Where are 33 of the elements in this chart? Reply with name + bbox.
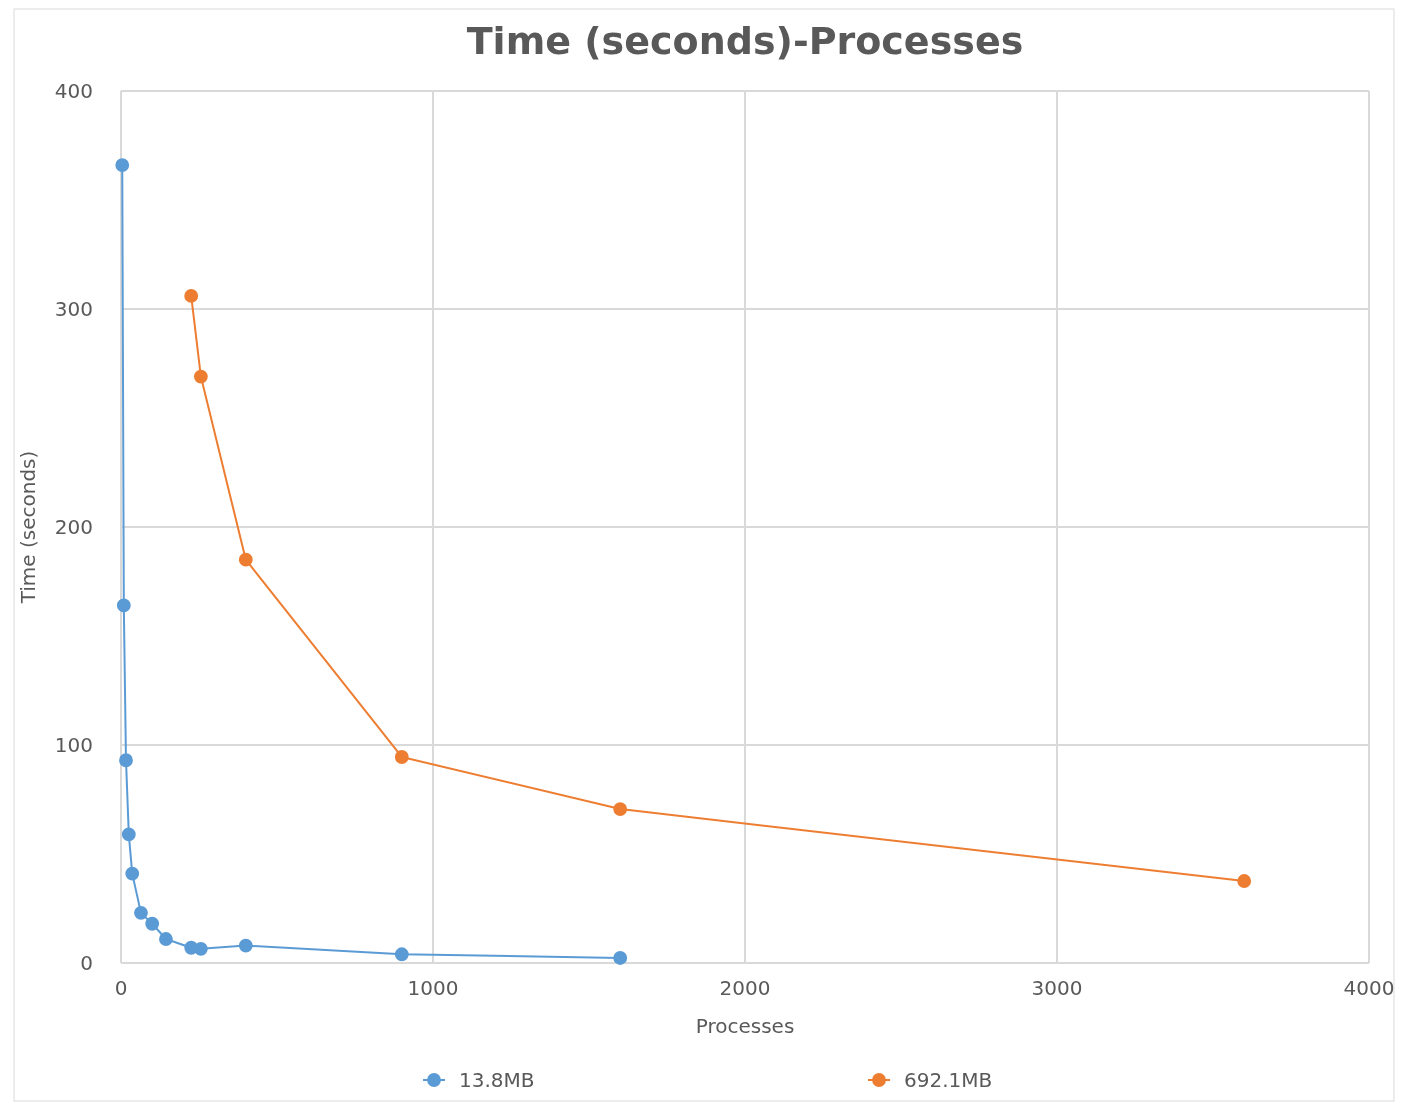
y-tick-label: 100 [54,733,93,757]
point [119,753,133,768]
x-tick-label: 0 [114,976,128,1000]
point [125,866,140,881]
point [193,941,208,956]
point [613,951,628,965]
x-tick-label: 1000 [407,976,459,1000]
point [159,932,173,946]
point [394,750,409,764]
point [121,827,136,842]
point [184,289,199,303]
point [394,947,409,962]
point [613,802,628,816]
legend-label: 13.8MB [459,1068,535,1092]
y-axis-title: Time (seconds) [16,450,40,605]
y-tick-label: 300 [54,297,93,321]
x-tick-label: 4000 [1343,976,1395,1000]
point [115,158,130,173]
point [238,938,253,953]
point [193,369,208,384]
point [145,916,160,931]
point [134,905,148,920]
point [1237,874,1252,888]
point [116,598,131,613]
y-tick-label: 400 [54,79,93,103]
legend-label: 692.1MB [904,1068,993,1092]
x-tick-label: 2000 [719,976,771,1000]
x-axis-title: Processes [695,1014,795,1038]
chart-title: Time (seconds)-Processes [466,19,1024,63]
point [238,552,253,567]
x-tick-label: 3000 [1031,976,1083,1000]
y-tick-label: 0 [80,951,93,975]
y-tick-label: 200 [54,515,93,539]
